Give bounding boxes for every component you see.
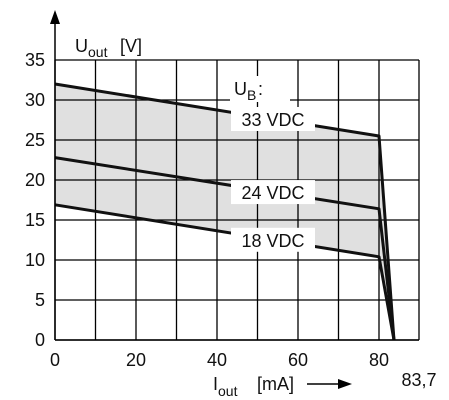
y-tick-label: 25 [25,130,45,150]
x-axis-title: I out [mA] [213,374,294,399]
series-line [54,82,396,341]
axis-layer: 0 5 10 15 20 25 30 35 0 20 40 60 80 [25,10,419,389]
x-tick-label: 20 [126,350,146,370]
legend-title-sub: B [247,87,256,103]
shaded-band-layer [55,84,394,340]
x-tick-label: 60 [288,350,308,370]
series-labels-layer: 33 VDC 24 VDC 18 VDC [231,106,315,252]
series-line [54,203,396,341]
shaded-band [55,84,394,340]
x-tick-label: 80 [369,350,389,370]
y-axis-arrow [50,10,60,24]
y-tick-label: 30 [25,90,45,110]
series-label: 33 VDC [241,110,304,130]
legend-title-main: U [234,79,247,99]
y-tick-label: 20 [25,170,45,190]
y-tick-label: 5 [35,290,45,310]
series-label-background [231,106,315,131]
y-axis-title-sub: out [88,44,108,60]
x-axis-title-arrow-head [338,379,352,389]
y-tick-label: 10 [25,250,45,270]
legend-title-suffix: : [258,79,263,99]
y-tick-label: 0 [35,330,45,350]
y-axis-title-main: U [75,36,88,56]
series-label: 18 VDC [241,231,304,251]
series-line [54,156,396,341]
y-axis-title-unit: [V] [120,36,142,56]
series-lines-layer [54,82,396,341]
y-tick-label: 15 [25,210,45,230]
x-axis-title-sub: out [218,383,238,399]
series-label: 24 VDC [241,183,304,203]
series-label-background [231,180,315,205]
legend-title: U B : [230,76,290,103]
x-tick-label: 40 [207,350,227,370]
x-tick-label: 0 [50,350,60,370]
y-axis-title: U out [V] [75,36,142,60]
x-axis-end-label: 83,7 [401,370,436,390]
legend-title-background [230,76,290,102]
y-tick-label: 35 [25,50,45,70]
x-axis-title-main: I [213,374,218,394]
series-label-background [231,227,315,252]
x-axis-title-unit: [mA] [257,374,294,394]
